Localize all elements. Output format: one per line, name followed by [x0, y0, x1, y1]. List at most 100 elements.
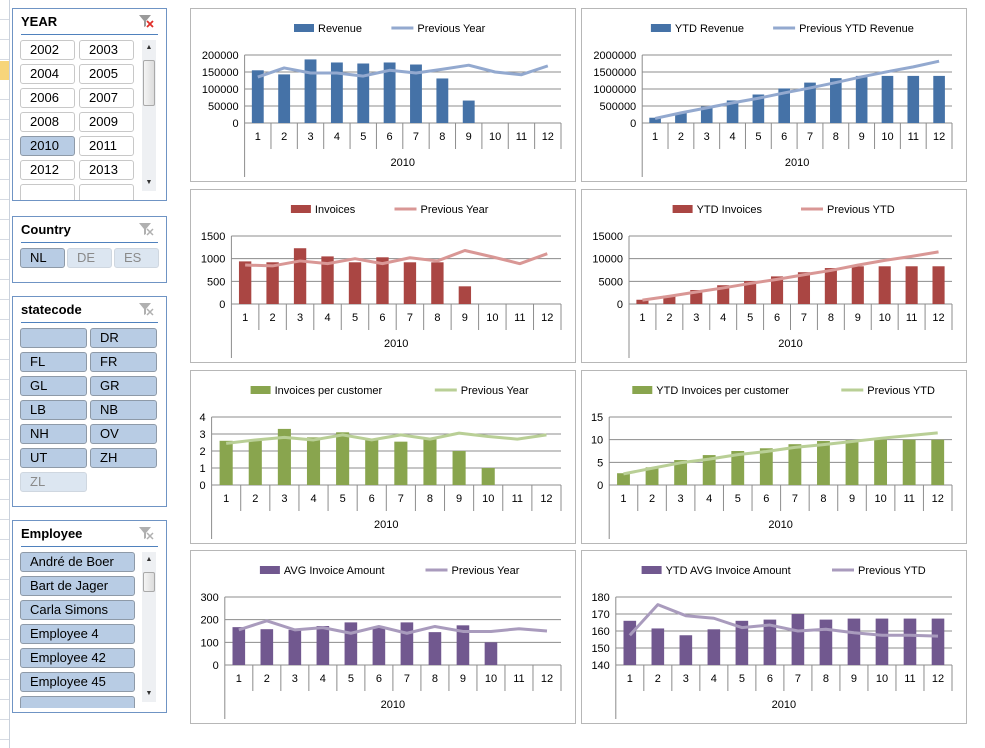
y-tick-label: 180 — [591, 592, 609, 604]
x-tick-label: 3 — [281, 493, 287, 505]
slicer-item-FR[interactable]: FR — [90, 352, 157, 372]
slicer-item-employee[interactable]: Employee 45 — [20, 672, 135, 692]
x-tick-label: 3 — [693, 312, 699, 324]
y-tick-label: 170 — [591, 609, 609, 621]
y-tick-label: 15000 — [592, 231, 623, 243]
clear-filter-icon[interactable] — [138, 302, 154, 316]
scrollbar[interactable]: ▲ ▼ — [142, 552, 156, 702]
slicer-item-2003[interactable]: 2003 — [79, 40, 134, 60]
slicer-item-partial[interactable] — [20, 696, 135, 708]
slicer-item-employee[interactable]: Employee 4 — [20, 624, 135, 644]
x-tick-label: 9 — [460, 673, 466, 685]
chart-6[interactable]: YTD Invoices per customer Previous YTD 0 5 1… — [581, 370, 967, 544]
scroll-thumb[interactable] — [143, 60, 155, 106]
x-tick-label: 11 — [516, 131, 527, 143]
chart-1[interactable]: Revenue Previous Year 0 50000 100000 150000 20… — [190, 8, 576, 182]
slicer-item-employee[interactable]: Employee 42 — [20, 648, 135, 668]
slicer-item-2005[interactable]: 2005 — [79, 64, 134, 84]
y-tick-label: 100 — [200, 637, 218, 649]
chart-3[interactable]: Invoices Previous Year 0 500 1000 1500 1 2 3 4 5 6 7… — [190, 189, 576, 363]
bar — [481, 468, 495, 485]
chart-5[interactable]: Invoices per customer Previous Year 0 1 2 3 4 1… — [190, 370, 576, 544]
slicer-items: DR FL FR GL GR LB NB NH OV UT ZH ZL — [13, 328, 166, 498]
slicer-item-DR[interactable]: DR — [90, 328, 157, 348]
legend-label: Invoices — [315, 204, 356, 216]
x-tick-label: 12 — [541, 673, 553, 685]
x-tick-label: 1 — [627, 673, 633, 685]
slicer-year: YEAR 2002 2003 2004 2005 2006 2007 2008 2009 201… — [12, 8, 167, 201]
legend-label: Invoices per customer — [275, 385, 383, 397]
slicer-item-2009[interactable]: 2009 — [79, 112, 134, 132]
bar — [394, 441, 408, 485]
legend-swatch-bar — [294, 24, 314, 32]
x-tick-label: 10 — [881, 131, 893, 143]
y-tick-label: 2 — [199, 446, 205, 458]
x-tick-label: 12 — [540, 493, 552, 505]
slicer-item-FL[interactable]: FL — [20, 352, 87, 372]
chart-svg: YTD Invoices per customer Previous YTD 0 5 1… — [591, 385, 953, 539]
chart-4[interactable]: YTD Invoices Previous YTD 0 5000 10000 15000 1… — [581, 189, 967, 363]
bar — [845, 440, 859, 485]
x-tick-label: 3 — [704, 131, 710, 143]
x-tick-label: 8 — [427, 493, 433, 505]
scroll-down-icon[interactable]: ▼ — [145, 179, 153, 186]
slicer-item-2007[interactable]: 2007 — [79, 88, 134, 108]
selected-cell[interactable] — [0, 61, 9, 80]
slicer-item-2004[interactable]: 2004 — [20, 64, 75, 84]
chart-8[interactable]: YTD AVG Invoice Amount Previous YTD 140 150… — [581, 550, 967, 724]
slicer-item-OV[interactable]: OV — [90, 424, 157, 444]
y-tick-label: 1500 — [201, 231, 225, 243]
x-tick-label: 4 — [310, 493, 316, 505]
slicer-item-2012[interactable]: 2012 — [20, 160, 75, 180]
series-line — [642, 250, 939, 302]
slicer-item-NB[interactable]: NB — [90, 400, 157, 420]
slicer-item-2011[interactable]: 2011 — [79, 136, 134, 156]
slicer-item-LB[interactable]: LB — [20, 400, 87, 420]
x-tick-label: 9 — [851, 673, 857, 685]
slicer-item-2002[interactable]: 2002 — [20, 40, 75, 60]
slicer-item-blank[interactable] — [20, 328, 87, 348]
slicer-title: YEAR — [21, 14, 58, 29]
slicer-item-2010[interactable]: 2010 — [20, 136, 75, 156]
slicer-item-employee[interactable]: Carla Simons — [20, 600, 135, 620]
slicer-item-partial[interactable] — [20, 184, 75, 200]
y-tick-label: 200000 — [202, 50, 239, 62]
slicer-item-partial[interactable] — [79, 184, 134, 200]
legend-label: YTD Invoices per customer — [656, 385, 789, 397]
x-tick-label: 8 — [439, 131, 445, 143]
slicer-item-DE[interactable]: DE — [67, 248, 112, 268]
slicer-item-ZL[interactable]: ZL — [20, 472, 87, 492]
x-tick-label: 8 — [833, 131, 839, 143]
slicer-item-2013[interactable]: 2013 — [79, 160, 134, 180]
slicer-title: statecode — [21, 302, 82, 317]
scroll-up-icon[interactable]: ▲ — [145, 556, 153, 563]
slicer-item-GR[interactable]: GR — [90, 376, 157, 396]
bar — [797, 272, 811, 304]
clear-filter-icon[interactable] — [138, 526, 154, 540]
group-label: 2010 — [391, 157, 415, 169]
chart-2[interactable]: YTD Revenue Previous YTD Revenue 0 500000 10… — [581, 8, 967, 182]
y-tick-label: 300 — [200, 592, 218, 604]
slicer-item-NH[interactable]: NH — [20, 424, 87, 444]
slicer-item-2006[interactable]: 2006 — [20, 88, 75, 108]
slicer-item-ES[interactable]: ES — [114, 248, 159, 268]
slicer-item-ZH[interactable]: ZH — [90, 448, 157, 468]
chart-7[interactable]: AVG Invoice Amount Previous Year 0 100 200 30… — [190, 550, 576, 724]
slicer-item-employee[interactable]: André de Boer — [20, 552, 135, 572]
scroll-down-icon[interactable]: ▼ — [145, 690, 153, 697]
slicer-item-UT[interactable]: UT — [20, 448, 87, 468]
slicer-item-GL[interactable]: GL — [20, 376, 87, 396]
x-tick-label: 11 — [514, 312, 525, 324]
clear-filter-icon[interactable] — [138, 222, 154, 236]
bar — [344, 622, 358, 665]
slicer-item-NL[interactable]: NL — [20, 248, 65, 268]
scrollbar[interactable]: ▲ ▼ — [142, 40, 156, 191]
slicer-item-employee[interactable]: Bart de Jager — [20, 576, 135, 596]
x-tick-label: 8 — [828, 312, 834, 324]
bar — [744, 281, 757, 304]
scroll-up-icon[interactable]: ▲ — [145, 44, 153, 51]
clear-filter-icon[interactable] — [138, 14, 154, 28]
scroll-thumb[interactable] — [143, 572, 155, 592]
slicer-item-2008[interactable]: 2008 — [20, 112, 75, 132]
